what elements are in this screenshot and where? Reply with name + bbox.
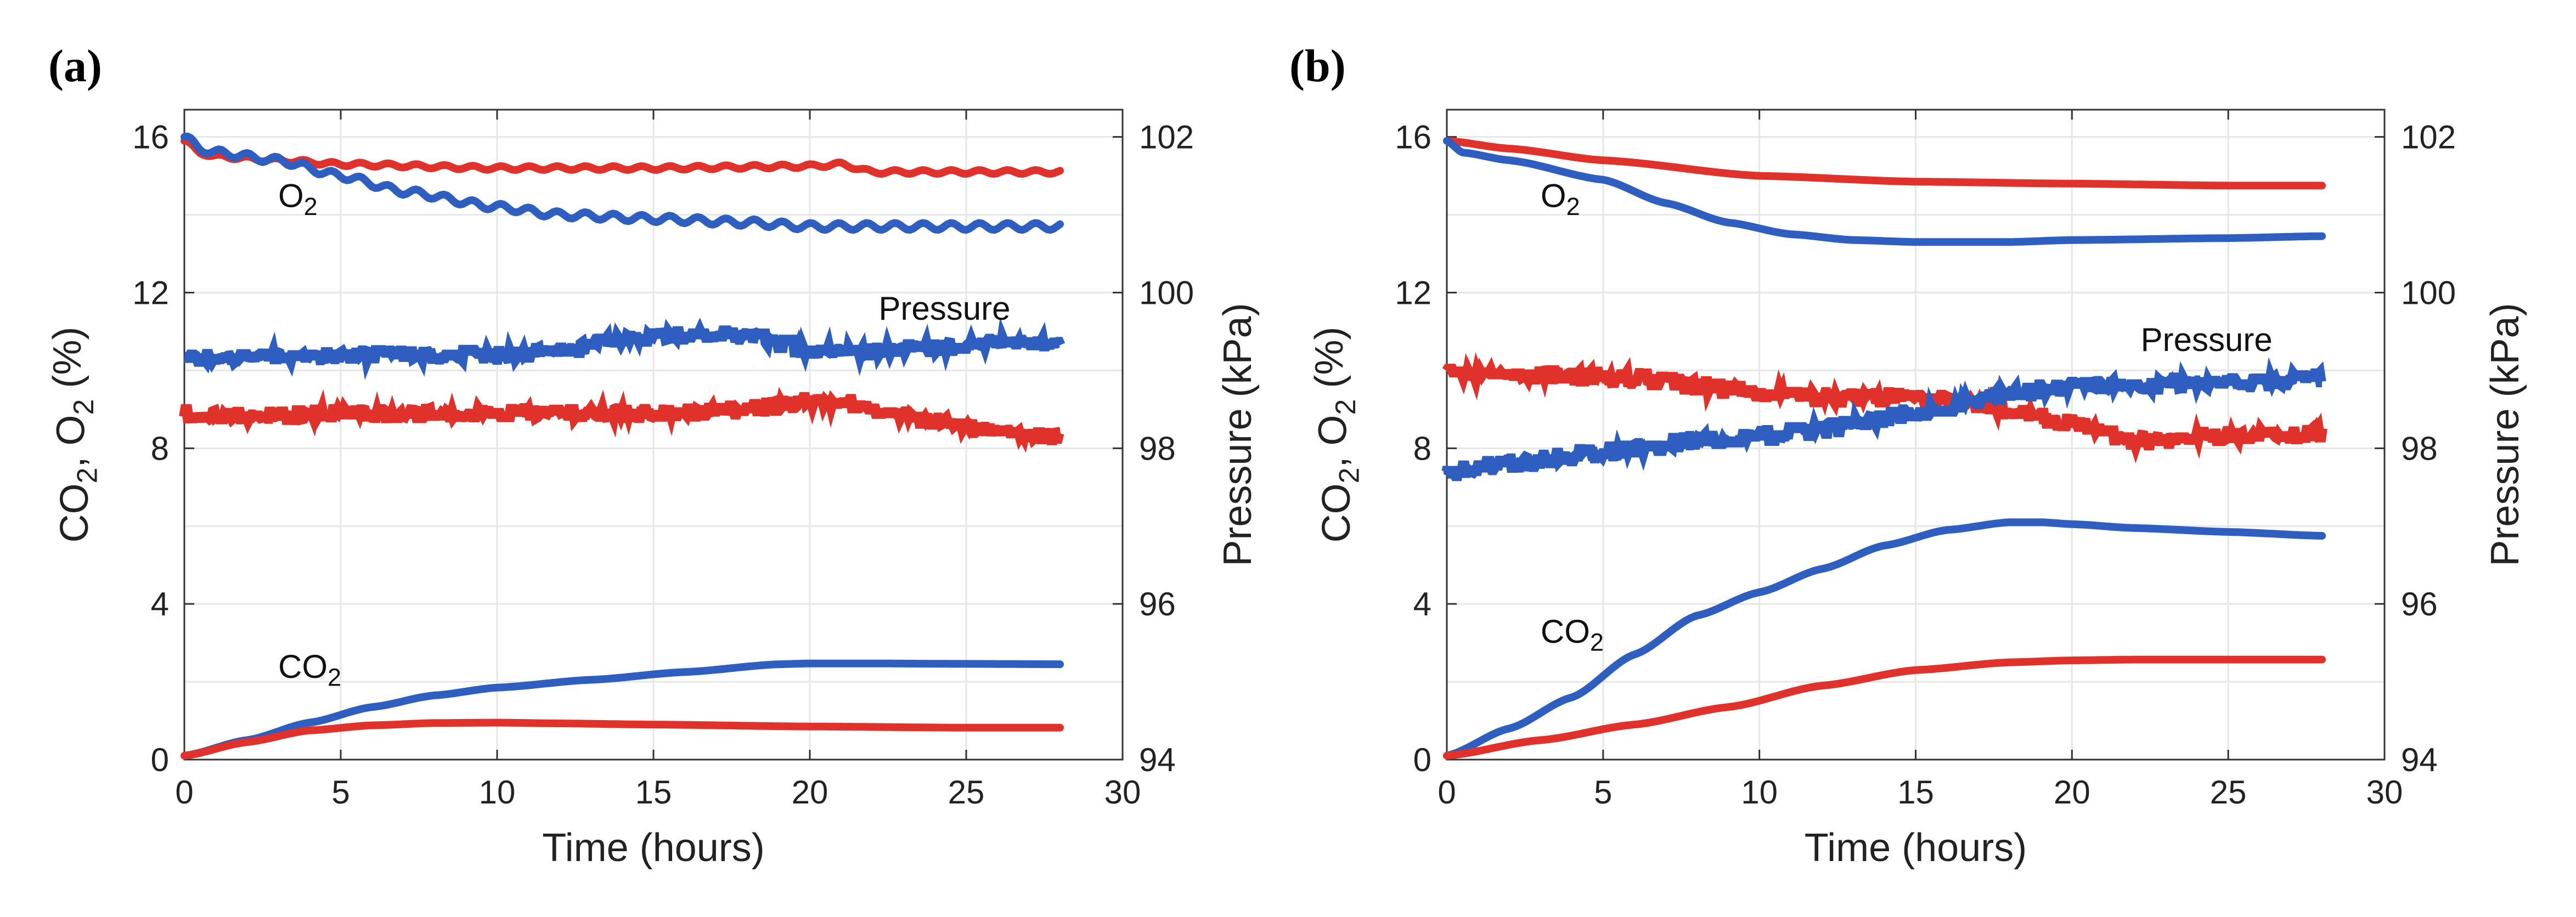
annotation: CO2 bbox=[1541, 613, 1604, 656]
y-tick-label-left: 16 bbox=[132, 119, 169, 156]
annotation: CO2 bbox=[278, 648, 341, 691]
y-axis-label-left: CO2, O2 (%) bbox=[1307, 327, 1365, 543]
series-line-red-0 bbox=[181, 137, 1064, 178]
x-tick-label: 5 bbox=[1594, 774, 1612, 811]
x-tick-label: 10 bbox=[479, 774, 516, 811]
series-line-red-0 bbox=[1443, 137, 2326, 190]
y-tick-label-right: 96 bbox=[1139, 586, 1176, 622]
x-axis-label: Time (hours) bbox=[1805, 826, 2027, 870]
annotation: O2 bbox=[1541, 177, 1580, 220]
y-tick-label-right: 100 bbox=[2401, 275, 2456, 312]
y-tick-label-left: 16 bbox=[1395, 119, 1431, 156]
annotation: O2 bbox=[278, 177, 318, 220]
x-tick-label: 20 bbox=[2054, 774, 2090, 811]
y-tick-label-right: 94 bbox=[2401, 741, 2438, 778]
grid-lines bbox=[184, 110, 1123, 760]
x-tick-label: 15 bbox=[635, 774, 672, 811]
y-tick-label-right: 96 bbox=[2401, 586, 2438, 622]
series-line-red-5 bbox=[1443, 655, 2326, 760]
y-tick-label-right: 102 bbox=[1139, 119, 1194, 156]
x-tick-label: 25 bbox=[2210, 774, 2247, 811]
x-tick-label: 15 bbox=[1897, 774, 1934, 811]
y-tick-label-right: 98 bbox=[1139, 430, 1176, 467]
y-tick-label-right: 94 bbox=[1139, 741, 1176, 778]
series-line-blue-1 bbox=[1443, 137, 2326, 246]
y-tick-label-right: 100 bbox=[1139, 275, 1194, 312]
series-line-blue-1 bbox=[181, 132, 1064, 234]
x-tick-label: 0 bbox=[175, 774, 193, 811]
x-tick-label: 10 bbox=[1741, 774, 1778, 811]
x-tick-label: 25 bbox=[948, 774, 985, 811]
y-tick-label-left: 0 bbox=[1413, 741, 1431, 778]
y-tick-label-right: 98 bbox=[2401, 430, 2438, 467]
series-line-red-3 bbox=[179, 387, 1064, 453]
x-tick-label: 5 bbox=[331, 774, 350, 811]
annotation: Pressure bbox=[2141, 321, 2273, 358]
y-tick-label-left: 8 bbox=[1413, 430, 1431, 467]
y-tick-label-right: 102 bbox=[2401, 119, 2456, 156]
y-axis-label-left: CO2, O2 (%) bbox=[46, 327, 103, 543]
y-tick-label-left: 12 bbox=[1395, 275, 1431, 312]
series-line-blue-2 bbox=[183, 317, 1066, 381]
y-axis-label-right: Pressure (kPa) bbox=[1216, 303, 1260, 566]
panel-label: (a) bbox=[48, 41, 102, 92]
panel-label: (b) bbox=[1289, 41, 1346, 92]
series-line-blue-4 bbox=[1443, 518, 2326, 760]
panel-b: 0 5 10 15 20 25 30 0 4 8 12 16 94 96 98 100 102 (b) Time (… bbox=[1289, 41, 2527, 870]
x-axis-label: Time (hours) bbox=[542, 826, 764, 870]
series-line-blue-3 bbox=[1441, 356, 2326, 482]
y-tick-label-left: 12 bbox=[132, 275, 169, 312]
x-tick-label: 30 bbox=[1104, 774, 1141, 811]
series-line-blue-4 bbox=[181, 659, 1064, 760]
x-tick-label: 20 bbox=[792, 774, 828, 811]
panel-a: 0 5 10 15 20 25 30 0 4 8 12 16 94 96 98 100 102 (a) Time (… bbox=[46, 41, 1260, 870]
y-axis-label-right: Pressure (kPa) bbox=[2483, 303, 2527, 566]
x-tick-label: 30 bbox=[2366, 774, 2403, 811]
y-tick-label-left: 0 bbox=[151, 741, 169, 778]
y-tick-label-left: 4 bbox=[1413, 586, 1431, 622]
x-tick-label: 0 bbox=[1438, 774, 1456, 811]
y-tick-label-left: 4 bbox=[151, 586, 169, 622]
series-line-red-5 bbox=[181, 718, 1064, 760]
annotation: Pressure bbox=[878, 290, 1010, 327]
y-tick-label-left: 8 bbox=[151, 430, 169, 467]
series-line-red-2 bbox=[1442, 352, 2327, 464]
